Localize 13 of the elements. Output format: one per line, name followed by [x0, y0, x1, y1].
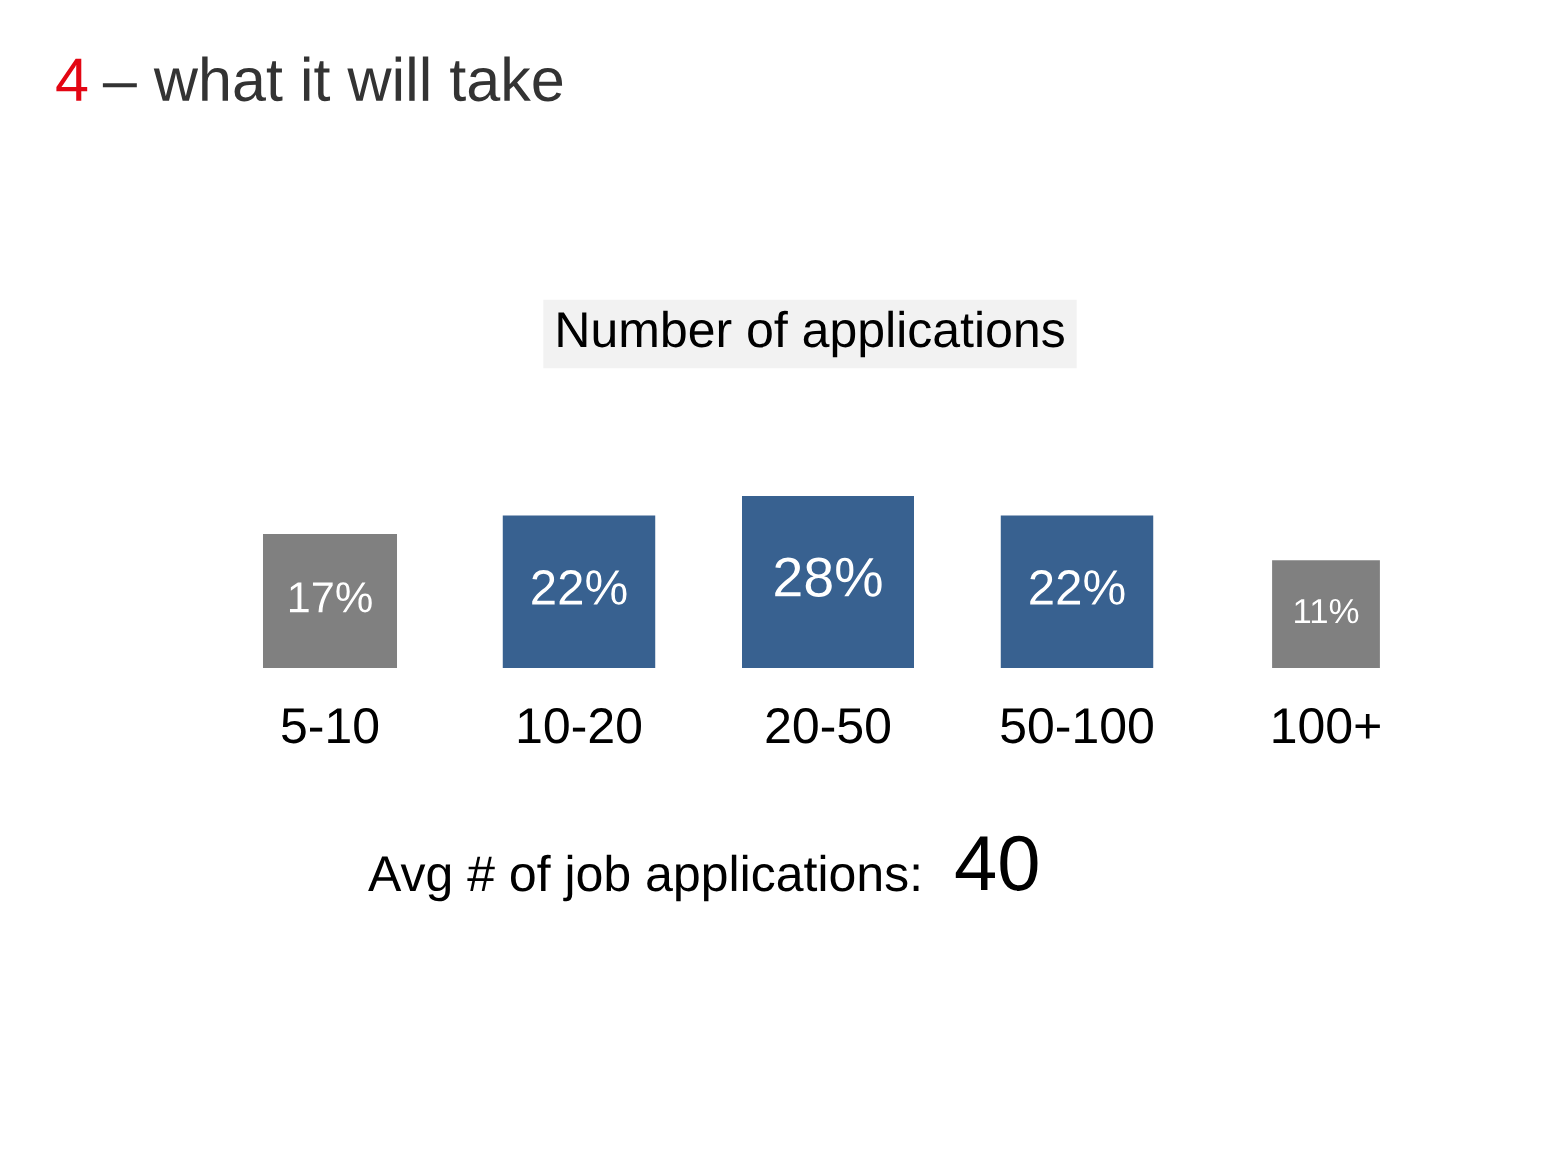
data-label: 17%	[289, 582, 372, 613]
category-label: 100+	[1273, 708, 1380, 744]
data-label: 11%	[1295, 598, 1359, 624]
data-label: 28%	[775, 557, 882, 597]
text: 4 – what it will take	[56, 56, 563, 102]
category-label: 50-100	[1001, 708, 1153, 744]
text: Number of applications	[558, 310, 1064, 358]
category-label: 5-10	[281, 708, 379, 744]
text: Avg # of job applications: 40	[368, 835, 1038, 902]
data-label: 22%	[532, 570, 627, 605]
category-label: 20-50	[766, 708, 890, 744]
data-label: 22%	[1030, 570, 1125, 605]
category-label: 10-20	[518, 708, 641, 744]
